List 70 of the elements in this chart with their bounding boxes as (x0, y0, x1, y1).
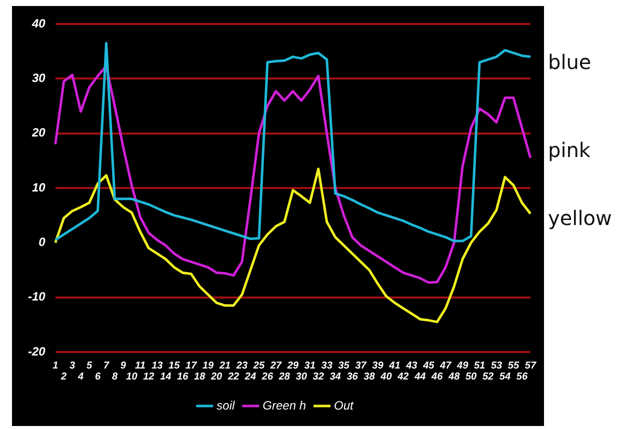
x-tick-label: 28 (278, 371, 290, 382)
x-tick-label: 46 (430, 371, 444, 382)
x-tick-label: 17 (186, 360, 198, 372)
x-tick-label: 47 (439, 360, 452, 372)
y-tick-label: -10 (28, 290, 46, 304)
x-tick-label: 6 (94, 371, 101, 382)
x-tick-label: 4 (77, 371, 84, 382)
legend-label: Green h (262, 398, 306, 412)
x-tick-label: 56 (516, 371, 528, 382)
x-tick-label: 7 (103, 360, 110, 372)
x-tick-label: 29 (286, 360, 299, 372)
x-tick-label: 3 (70, 360, 76, 372)
x-tick-label: 8 (112, 371, 118, 382)
x-tick-label: 40 (380, 371, 392, 382)
x-tick-label: 41 (388, 360, 401, 372)
text: yellow (548, 206, 612, 230)
x-tick-label: 51 (474, 360, 486, 372)
x-tick-label: 18 (194, 371, 206, 382)
x-tick-label: 53 (490, 360, 502, 372)
y-tick-label: 30 (32, 70, 46, 85)
x-tick-label: 25 (252, 360, 265, 372)
x-tick-label: 30 (296, 371, 308, 382)
x-tick-label: 48 (448, 371, 460, 382)
x-tick-label: 38 (364, 371, 376, 382)
x-tick-label: 11 (134, 360, 146, 372)
x-tick-label: 52 (482, 371, 494, 382)
x-tick-label: 13 (152, 360, 164, 372)
x-tick-label: 35 (338, 360, 350, 372)
x-tick-label: 19 (202, 360, 214, 372)
x-tick-label: 23 (235, 360, 248, 372)
x-tick-label: 32 (312, 371, 324, 382)
text: pink (548, 138, 591, 162)
x-tick-label: 34 (330, 371, 342, 382)
x-tick-label: 50 (465, 371, 478, 382)
x-tick-label: 33 (321, 360, 333, 372)
x-tick-label: 49 (456, 360, 469, 372)
x-tick-label: 5 (86, 360, 92, 372)
x-tick-label: 1 (52, 360, 59, 372)
x-tick-label: 27 (269, 360, 282, 372)
x-tick-label: 55 (508, 360, 520, 372)
y-tick-label: 20 (30, 126, 46, 140)
x-tick-label: 57 (524, 360, 536, 372)
x-tick-label: 44 (414, 371, 426, 382)
legend-label: soil (216, 398, 235, 412)
x-tick-label: 24 (244, 371, 256, 382)
x-tick-label: 54 (499, 371, 511, 382)
text: blue (548, 50, 592, 74)
x-tick-label: 37 (355, 360, 367, 372)
x-tick-label: 22 (226, 371, 240, 382)
y-tick-label: -20 (28, 344, 46, 358)
x-tick-label: 15 (168, 360, 180, 372)
y-tick-label: 10 (32, 180, 46, 194)
x-tick-label: 14 (160, 371, 172, 382)
x-tick-label: 26 (260, 371, 274, 382)
x-tick-label: 16 (177, 371, 189, 382)
x-tick-label: 31 (304, 360, 316, 372)
x-tick-label: 45 (422, 360, 435, 372)
legend-label: Out (334, 398, 354, 412)
x-tick-label: 12 (143, 371, 155, 382)
x-tick-label: 2 (60, 371, 68, 382)
y-tick-label: 40 (30, 16, 46, 30)
x-tick-label: 43 (405, 360, 418, 372)
x-tick-label: 42 (396, 371, 410, 382)
x-tick-label: 10 (126, 371, 138, 382)
y-tick-label: 0 (38, 234, 46, 249)
x-tick-label: 39 (372, 360, 384, 372)
x-tick-label: 21 (218, 360, 232, 372)
x-tick-label: 20 (210, 371, 223, 382)
x-tick-label: 36 (346, 371, 358, 382)
x-tick-label: 9 (120, 360, 126, 372)
